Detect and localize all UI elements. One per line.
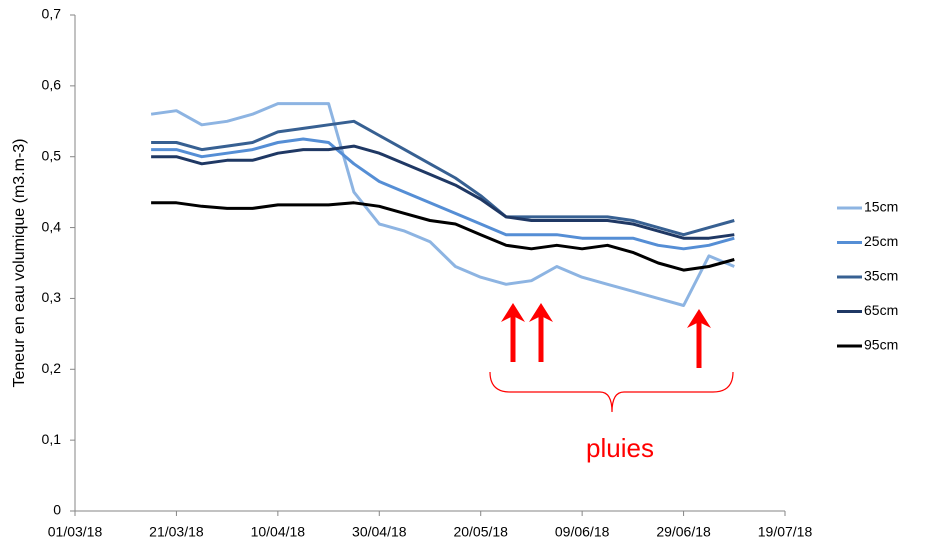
rain-markers [489, 303, 734, 413]
y-tick-label: 0,1 [42, 431, 62, 447]
x-tick-label: 10/04/18 [251, 524, 306, 540]
x-tick-label: 20/05/18 [453, 524, 508, 540]
x-tick-label: 09/06/18 [555, 524, 610, 540]
y-tick-label: 0 [53, 502, 61, 518]
series-line [151, 144, 735, 240]
x-tick-label: 30/04/18 [352, 524, 407, 540]
x-tick-label: 19/07/18 [758, 524, 813, 540]
series-line [151, 119, 735, 237]
legend-label: 65cm [864, 302, 898, 318]
legend-label: 35cm [864, 268, 898, 284]
series-line [151, 201, 735, 272]
y-tick-label: 0,7 [42, 6, 62, 22]
y-tick-label: 0,2 [42, 360, 62, 376]
y-axis-label: Teneur en eau volumique (m3.m-3) [11, 138, 28, 387]
legend-label: 25cm [864, 233, 898, 249]
y-tick-label: 0,4 [42, 218, 62, 234]
legend-label: 15cm [864, 199, 898, 215]
series-line [150, 102, 735, 307]
y-tick-label: 0,3 [42, 289, 62, 305]
annotation: pluies [586, 433, 654, 463]
y-tick-label: 0,5 [42, 147, 62, 163]
series-line [151, 137, 735, 251]
legend-label: 95cm [864, 337, 898, 353]
x-tick-label: 01/03/18 [48, 524, 103, 540]
y-tick-label: 0,6 [42, 77, 62, 93]
x-tick-label: 21/03/18 [149, 524, 204, 540]
x-tick-label: 29/06/18 [656, 524, 711, 540]
